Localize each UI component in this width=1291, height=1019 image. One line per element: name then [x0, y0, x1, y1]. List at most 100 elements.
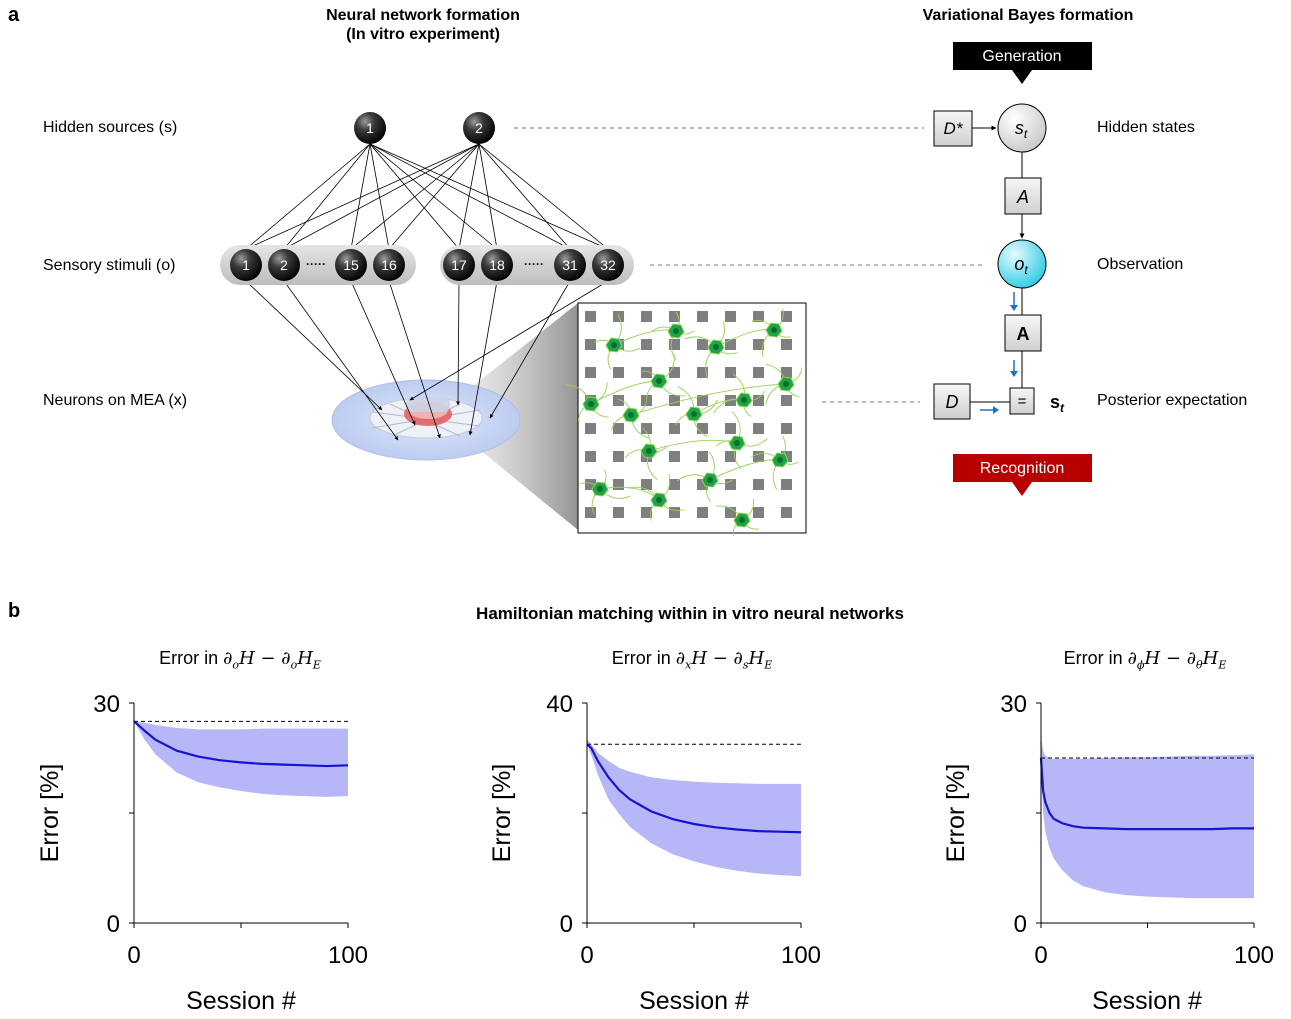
- y-tick-label-min: 0: [560, 911, 573, 938]
- svg-text:Recognition: Recognition: [980, 460, 1065, 477]
- stimulus-node-15: 15: [335, 249, 367, 281]
- neuron-nucleus: [628, 412, 634, 418]
- electrode: [753, 451, 764, 462]
- electrode: [725, 367, 736, 378]
- chart-1: 30 00 100 Session # Error [%]: [36, 691, 368, 1015]
- neuron-nucleus: [673, 328, 679, 334]
- electrode: [613, 423, 624, 434]
- x-tick-label-min: 0: [1034, 942, 1047, 969]
- electrode: [669, 451, 680, 462]
- source-stimulus-edge: [388, 143, 480, 250]
- source-stimulus-edge: [349, 143, 371, 250]
- source-stimulus-edge: [283, 143, 371, 250]
- electrode: [781, 339, 792, 350]
- x-axis-label: Session #: [1092, 987, 1202, 1015]
- equals-node: =: [1009, 387, 1035, 415]
- electrode: [641, 311, 652, 322]
- x-tick-label-max: 100: [328, 942, 368, 969]
- electrode: [781, 479, 792, 490]
- stimulus-group-left: [220, 245, 416, 285]
- source-stimulus-edge: [369, 143, 391, 250]
- electrode: [585, 339, 596, 350]
- row-label-sensory-stimuli: Sensory stimuli (o): [43, 257, 176, 274]
- electrode: [669, 311, 680, 322]
- electrode: [781, 423, 792, 434]
- mea-zoom-inset: [565, 302, 807, 536]
- svg-text:17: 17: [451, 257, 467, 273]
- electrode: [585, 507, 596, 518]
- electrode: [781, 367, 792, 378]
- electrode: [697, 423, 708, 434]
- posterior-state-symbol: st: [1050, 392, 1065, 415]
- electrode: [753, 395, 764, 406]
- source-stimulus-edge: [245, 143, 371, 250]
- stimulus-node-16: 16: [373, 249, 405, 281]
- source-stimulus-edge: [457, 143, 480, 250]
- neuron-nucleus: [713, 344, 719, 350]
- dashed-links: [514, 127, 985, 403]
- electrode: [585, 479, 596, 490]
- label-hidden-states: Hidden states: [1097, 119, 1195, 136]
- stimulus-neuron-edge: [388, 280, 441, 439]
- stimulus-neuron-edge: [283, 280, 399, 441]
- chart-2: 40 00 100 Session # Error [%]: [488, 691, 821, 1015]
- neuron-nucleus: [707, 477, 713, 483]
- electrode: [781, 395, 792, 406]
- confidence-band: [134, 721, 348, 797]
- electrode: [697, 339, 708, 350]
- row-label-neurons-on-mea: Neurons on MEA (x): [43, 392, 188, 409]
- likelihood-a-box: A: [1004, 177, 1042, 215]
- svg-text:A: A: [1016, 187, 1029, 207]
- hidden-state-node: st: [997, 103, 1047, 153]
- y-axis-label: Error [%]: [488, 764, 516, 863]
- stimulus-node-18: 18: [481, 249, 513, 281]
- plot-title-2: Error in ∂xH − ∂sHE: [611, 648, 773, 672]
- svg-text:31: 31: [562, 257, 578, 273]
- recognition-banner: Recognition: [953, 454, 1092, 496]
- mean-line: [133, 720, 349, 768]
- neurite: [630, 383, 787, 416]
- panel-b-title: Hamiltonian matching within in vitro neu…: [476, 604, 904, 623]
- observation-node: ot: [997, 239, 1047, 289]
- electrode: [669, 367, 680, 378]
- x-tick-label-max: 100: [1234, 942, 1274, 969]
- neuron-nucleus: [656, 378, 662, 384]
- mean-line: [1039, 757, 1254, 831]
- confidence-band: [587, 738, 801, 877]
- source-stimulus-edge: [350, 143, 480, 250]
- stimulus-node-32: 32: [592, 249, 624, 281]
- electrode: [753, 507, 764, 518]
- electrode: [613, 479, 624, 490]
- svg-text:2: 2: [475, 120, 483, 136]
- stimulus-neuron-edge: [468, 280, 498, 436]
- y-tick-label-min: 0: [1014, 911, 1027, 938]
- panel-b-letter: b: [8, 600, 21, 622]
- source-stimulus-edge: [369, 143, 571, 250]
- stimulus-ellipsis-right: ·····: [524, 257, 544, 271]
- prior-d-box: D: [933, 383, 971, 420]
- left-title-line1: Neural network formation: [326, 7, 520, 24]
- electrode: [613, 367, 624, 378]
- electrode: [669, 507, 680, 518]
- label-posterior: Posterior expectation: [1097, 392, 1248, 409]
- electrode: [585, 311, 596, 322]
- electrode: [753, 311, 764, 322]
- label-observation: Observation: [1097, 256, 1184, 273]
- neuron-nucleus: [646, 448, 652, 454]
- electrode: [781, 311, 792, 322]
- neuron-nucleus: [771, 327, 777, 333]
- electrode: [585, 451, 596, 462]
- electrode: [697, 479, 708, 490]
- y-tick-label-min: 0: [107, 911, 120, 938]
- electrode: [641, 367, 652, 378]
- y-tick-label-max: 30: [93, 691, 120, 718]
- neuron-nucleus: [783, 381, 789, 387]
- source-node-2: 2: [463, 112, 495, 144]
- electrode: [641, 507, 652, 518]
- plot-title-1: Error in ∂oH − ∂oHE: [159, 648, 321, 672]
- svg-text:D: D: [946, 392, 959, 412]
- svg-text:18: 18: [489, 257, 505, 273]
- source-stimulus-edge: [369, 143, 609, 250]
- stimulus-neuron-edge: [245, 280, 383, 411]
